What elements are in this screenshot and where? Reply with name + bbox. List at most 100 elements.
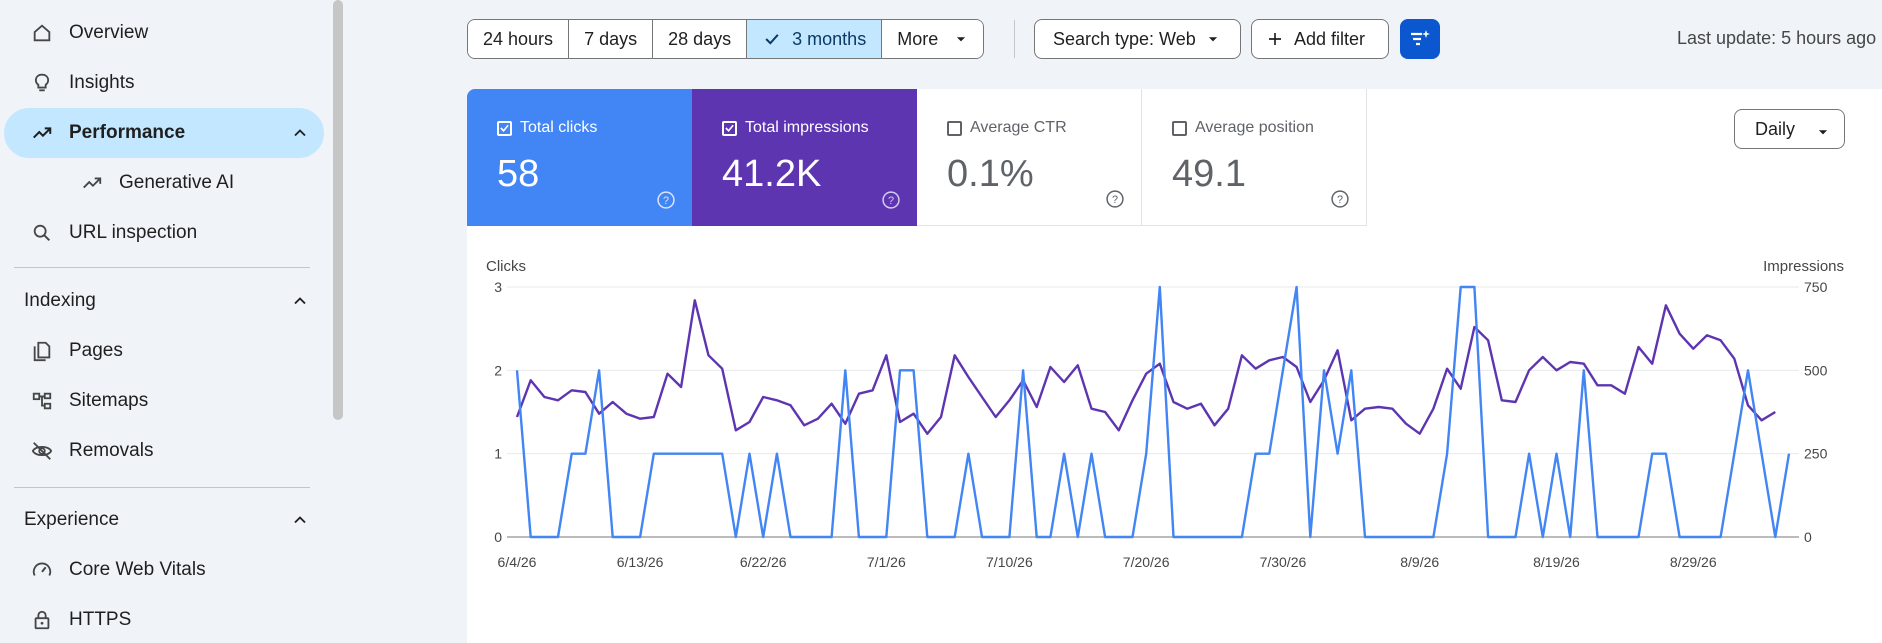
metric-header: Average position bbox=[1172, 119, 1314, 137]
date-range-selector: 24 hours 7 days 28 days 3 months More bbox=[467, 19, 985, 59]
sidebar-item-removals[interactable]: Removals bbox=[4, 426, 324, 476]
help-icon[interactable]: ? bbox=[656, 190, 676, 210]
y-right-tick-label: 500 bbox=[1804, 362, 1828, 378]
filter-settings-button[interactable] bbox=[1400, 19, 1440, 59]
svg-text:?: ? bbox=[888, 195, 894, 207]
y-left-tick-label: 3 bbox=[494, 279, 502, 295]
add-filter-label: Add filter bbox=[1294, 28, 1366, 49]
pages-icon bbox=[28, 337, 56, 365]
check-icon bbox=[500, 124, 509, 132]
granularity-select[interactable]: Daily bbox=[1734, 109, 1845, 149]
sidebar-item-overview[interactable]: Overview bbox=[4, 8, 324, 58]
search-type-label: Search type: Web bbox=[1053, 28, 1196, 49]
checkbox-unchecked[interactable] bbox=[947, 120, 962, 136]
clicks-line bbox=[515, 285, 1791, 539]
y-left-tick-label: 2 bbox=[494, 362, 502, 378]
sidebar-item-label: HTTPS bbox=[69, 609, 132, 630]
dropdown-arrow-icon bbox=[1208, 37, 1217, 42]
sidebar-item-label: Generative AI bbox=[119, 172, 235, 193]
x-tick-label: 6/4/26 bbox=[498, 554, 537, 570]
more-label: More bbox=[897, 28, 939, 49]
help-icon[interactable]: ? bbox=[1105, 189, 1125, 209]
sidebar-item-label: Pages bbox=[69, 340, 123, 361]
granularity-label: Daily bbox=[1755, 118, 1796, 139]
x-tick-label: 8/29/26 bbox=[1670, 554, 1717, 570]
dropdown-arrow-icon bbox=[1818, 130, 1828, 135]
x-tick-label: 6/22/26 bbox=[740, 554, 787, 570]
checkbox-checked[interactable] bbox=[497, 120, 512, 136]
sidebar-item-label: Removals bbox=[69, 440, 154, 461]
range-24-hours[interactable]: 24 hours bbox=[468, 20, 570, 58]
sidebar-item-core-web-vitals[interactable]: Core Web Vitals bbox=[4, 545, 324, 595]
metric-header: Total impressions bbox=[722, 119, 869, 137]
sidebar-item-generative-ai[interactable]: Generative AI bbox=[4, 158, 324, 208]
toolbar-divider bbox=[1014, 20, 1015, 58]
sidebar: Overview Insights Performance Generative… bbox=[0, 0, 340, 643]
sidebar-item-insights[interactable]: Insights bbox=[4, 58, 324, 108]
x-tick-label: 6/13/26 bbox=[617, 554, 664, 570]
sidebar-item-label: Performance bbox=[69, 122, 186, 143]
trending-up-icon bbox=[28, 119, 56, 147]
speed-icon bbox=[28, 556, 56, 584]
metric-value: 49.1 bbox=[1172, 153, 1246, 195]
svg-text:?: ? bbox=[663, 195, 669, 207]
x-tick-label: 7/20/26 bbox=[1123, 554, 1170, 570]
checkbox-checked[interactable] bbox=[722, 120, 737, 136]
sidebar-item-label: Insights bbox=[69, 72, 135, 93]
y-right-tick-label: 750 bbox=[1804, 279, 1828, 295]
performance-card: Total clicks 58 ? Total impressions 41.2… bbox=[467, 89, 1882, 643]
search-type-button[interactable]: Search type: Web bbox=[1034, 19, 1241, 59]
sidebar-item-label: Core Web Vitals bbox=[69, 559, 206, 580]
range-3-months[interactable]: 3 months bbox=[747, 20, 883, 58]
section-header-experience[interactable]: Experience bbox=[0, 498, 320, 542]
check-icon bbox=[765, 34, 779, 45]
sidebar-item-label: URL inspection bbox=[69, 222, 198, 243]
metric-total-clicks[interactable]: Total clicks 58 ? bbox=[467, 89, 692, 226]
chevron-up-icon bbox=[294, 297, 306, 305]
sidebar-item-pages[interactable]: Pages bbox=[4, 326, 324, 376]
section-header-indexing[interactable]: Indexing bbox=[0, 279, 320, 323]
metric-value: 0.1% bbox=[947, 153, 1034, 195]
add-filter-button[interactable]: Add filter bbox=[1251, 19, 1389, 59]
trending-up-icon bbox=[78, 169, 106, 197]
impressions-line bbox=[515, 299, 1776, 435]
checkbox-unchecked[interactable] bbox=[1172, 120, 1187, 136]
range-28-days[interactable]: 28 days bbox=[653, 20, 748, 58]
range-7-days[interactable]: 7 days bbox=[569, 20, 654, 58]
metric-average-ctr[interactable]: Average CTR 0.1% ? bbox=[917, 89, 1142, 226]
search-icon bbox=[28, 219, 56, 247]
help-icon[interactable]: ? bbox=[1330, 189, 1350, 209]
x-tick-label: 8/19/26 bbox=[1533, 554, 1580, 570]
sidebar-item-url-inspection[interactable]: URL inspection bbox=[4, 208, 324, 258]
home-icon bbox=[28, 19, 56, 47]
metric-average-position[interactable]: Average position 49.1 ? bbox=[1142, 89, 1367, 226]
lightbulb-icon bbox=[28, 69, 56, 97]
y-axis-left-title: Clicks bbox=[486, 258, 526, 275]
metric-label: Average position bbox=[1195, 119, 1314, 136]
help-icon[interactable]: ? bbox=[881, 190, 901, 210]
sidebar-item-https[interactable]: HTTPS bbox=[4, 595, 324, 643]
metric-header: Total clicks bbox=[497, 119, 597, 137]
y-right-tick-label: 250 bbox=[1804, 446, 1828, 462]
svg-text:?: ? bbox=[1112, 194, 1118, 206]
sidebar-divider bbox=[14, 267, 310, 268]
metric-label: Total impressions bbox=[745, 119, 869, 136]
check-icon bbox=[725, 124, 734, 132]
sidebar-item-sitemaps[interactable]: Sitemaps bbox=[4, 376, 324, 426]
metric-label: Total clicks bbox=[520, 119, 598, 136]
x-tick-label: 7/30/26 bbox=[1260, 554, 1307, 570]
y-left-tick-label: 1 bbox=[494, 446, 502, 462]
sidebar-scrollbar[interactable] bbox=[333, 0, 343, 420]
metric-label: Average CTR bbox=[970, 119, 1067, 136]
metric-header: Average CTR bbox=[947, 119, 1067, 137]
section-title: Experience bbox=[24, 509, 120, 530]
section-title: Indexing bbox=[24, 290, 96, 311]
svg-text:?: ? bbox=[1337, 194, 1343, 206]
metric-total-impressions[interactable]: Total impressions 41.2K ? bbox=[692, 89, 917, 226]
range-more-button[interactable]: More bbox=[882, 20, 984, 58]
sidebar-item-performance[interactable]: Performance bbox=[4, 108, 324, 158]
y-right-tick-label: 0 bbox=[1804, 529, 1812, 545]
x-tick-label: 8/9/26 bbox=[1400, 554, 1439, 570]
chevron-up-icon[interactable] bbox=[290, 123, 310, 143]
sidebar-item-label: Sitemaps bbox=[69, 390, 149, 411]
